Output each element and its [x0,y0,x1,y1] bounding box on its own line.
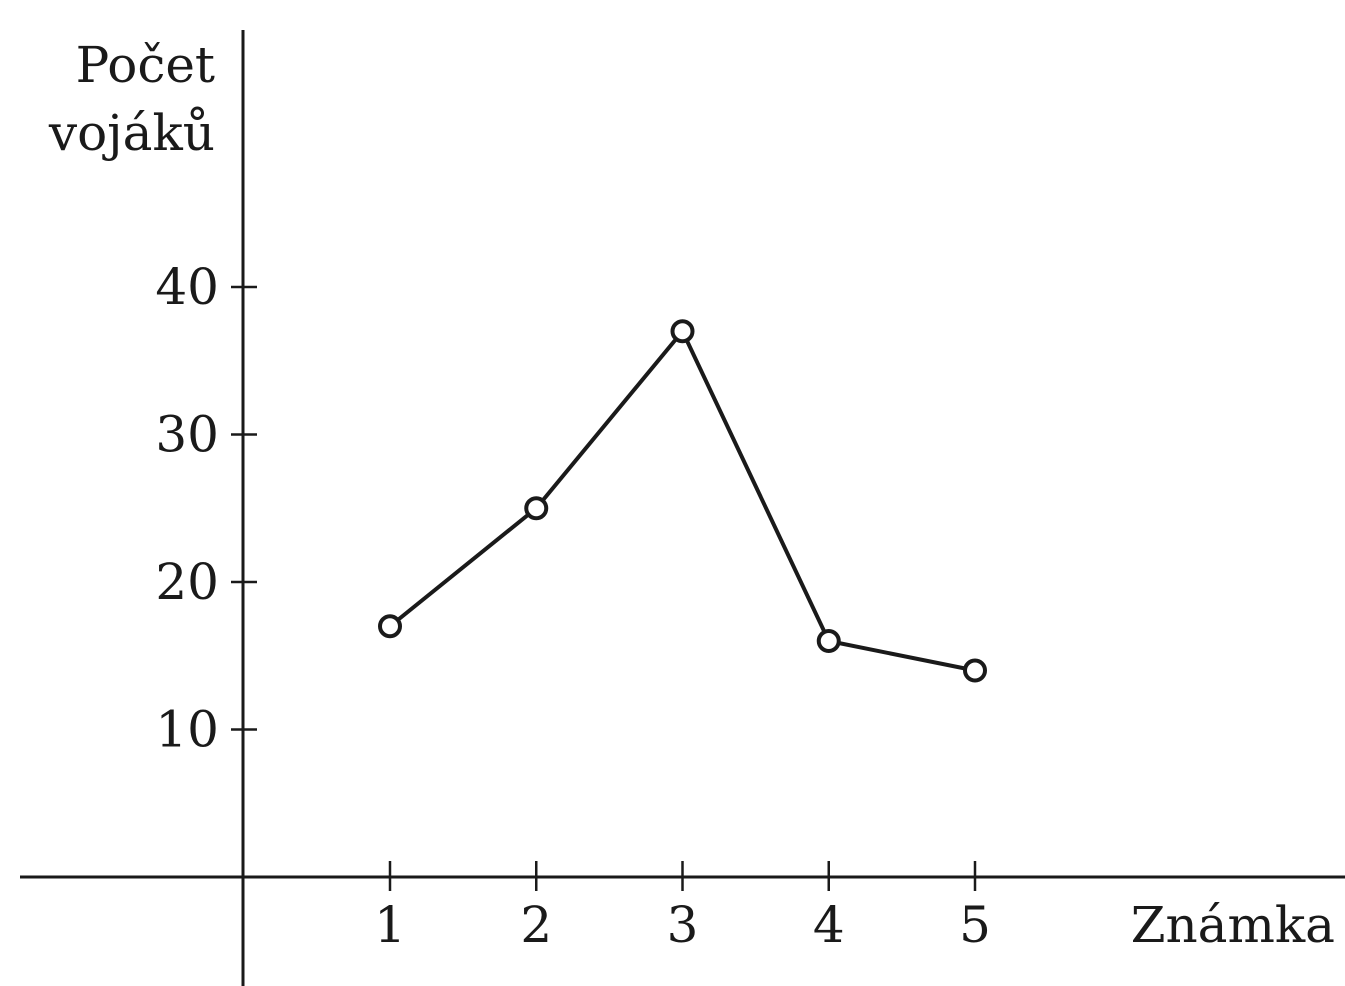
x-tick-label: 3 [667,896,699,954]
data-point [670,319,695,344]
y-tick-label: 30 [155,406,219,464]
x-tick-label: 5 [959,896,991,954]
data-point [378,614,402,639]
x-tick-label: 4 [813,896,845,954]
y-axis-title-line-2: vojáků [48,104,215,162]
data-point [816,629,841,653]
y-tick-label: 40 [155,258,219,316]
series-line [388,329,976,673]
y-tick-label: 10 [155,701,219,759]
x-tick-label: 2 [520,896,552,954]
x-axis-title: Známka [1131,896,1335,954]
y-tick-label: 20 [155,553,219,611]
y-axis-title-line-1: Počet [76,36,215,94]
data-point [524,496,549,521]
x-tick-label: 1 [374,896,406,954]
data-point [963,658,987,683]
